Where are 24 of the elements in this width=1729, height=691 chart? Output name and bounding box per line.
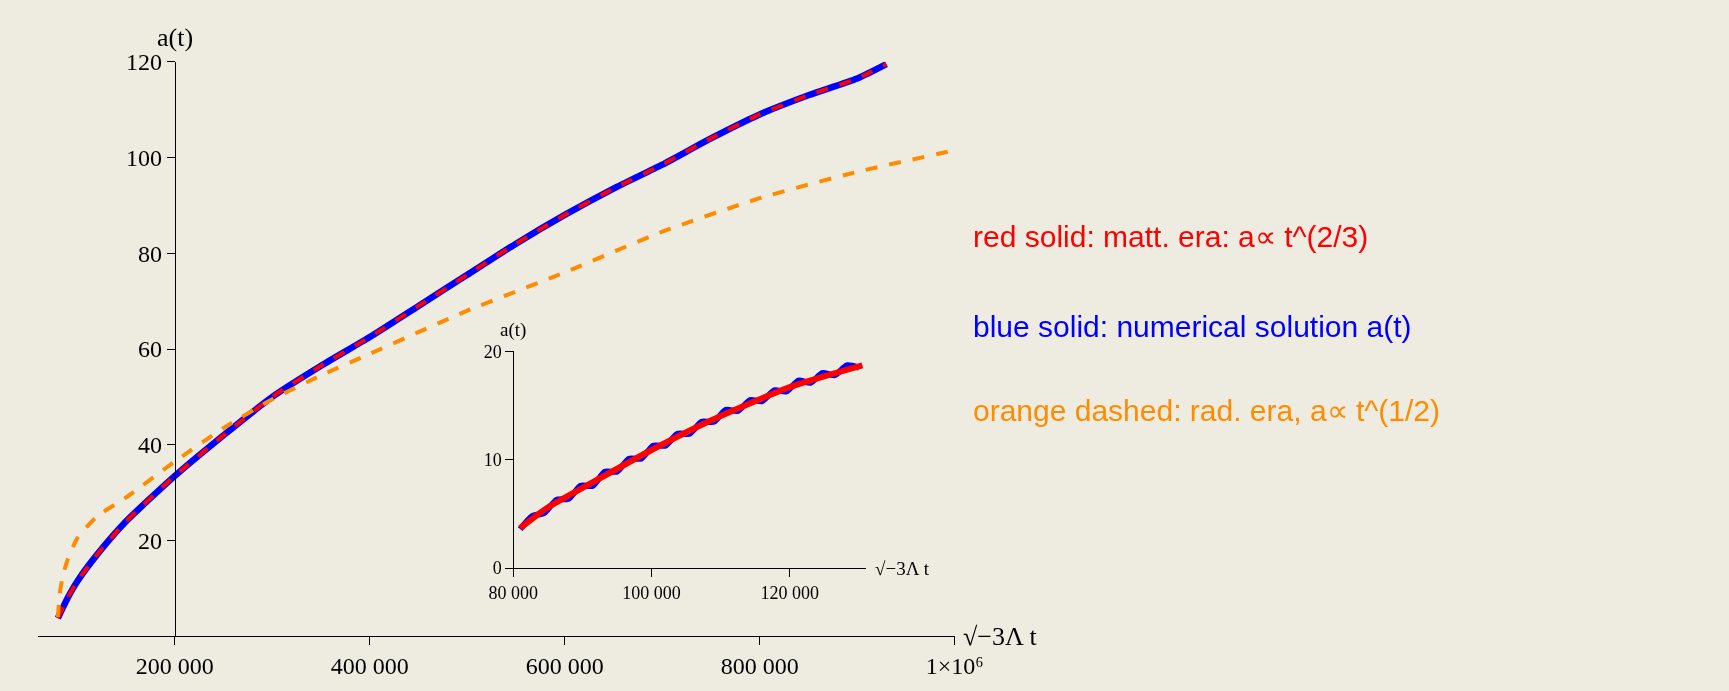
- x-tick-label: 120 000: [760, 582, 820, 603]
- y-axis-title: a(t): [500, 319, 527, 341]
- y-tick-label: 60: [138, 336, 163, 363]
- x-tick-label: 600 000: [525, 653, 604, 680]
- x-tick-label: 1×10⁶: [925, 653, 984, 680]
- x-axis-title: √−3Λ t: [875, 558, 930, 579]
- x-tick-label: 200 000: [135, 653, 214, 680]
- y-tick-label: 10: [483, 450, 502, 471]
- text: orange dashed: rad. era, a∝ t^(1/2): [973, 394, 1441, 427]
- x-axis-title: √−3Λ t: [963, 622, 1038, 651]
- y-tick-label: 20: [483, 341, 502, 362]
- y-axis-title: a(t): [157, 23, 194, 52]
- x-tick-label: 80 000: [488, 582, 539, 603]
- y-tick-label: 20: [138, 527, 163, 554]
- y-tick-label: 120: [126, 49, 163, 76]
- y-tick-label: 100: [126, 144, 163, 171]
- y-tick-label: 40: [138, 432, 163, 459]
- x-tick-label: 800 000: [720, 653, 799, 680]
- x-tick-label: 400 000: [330, 653, 409, 680]
- text: red solid: matt. era: a∝ t^(2/3): [973, 220, 1369, 253]
- x-tick-label: 100 000: [622, 582, 681, 603]
- y-tick-label: 80: [138, 240, 163, 267]
- y-tick-label: 0: [492, 558, 502, 579]
- text: blue solid: numerical solution a(t): [973, 310, 1412, 343]
